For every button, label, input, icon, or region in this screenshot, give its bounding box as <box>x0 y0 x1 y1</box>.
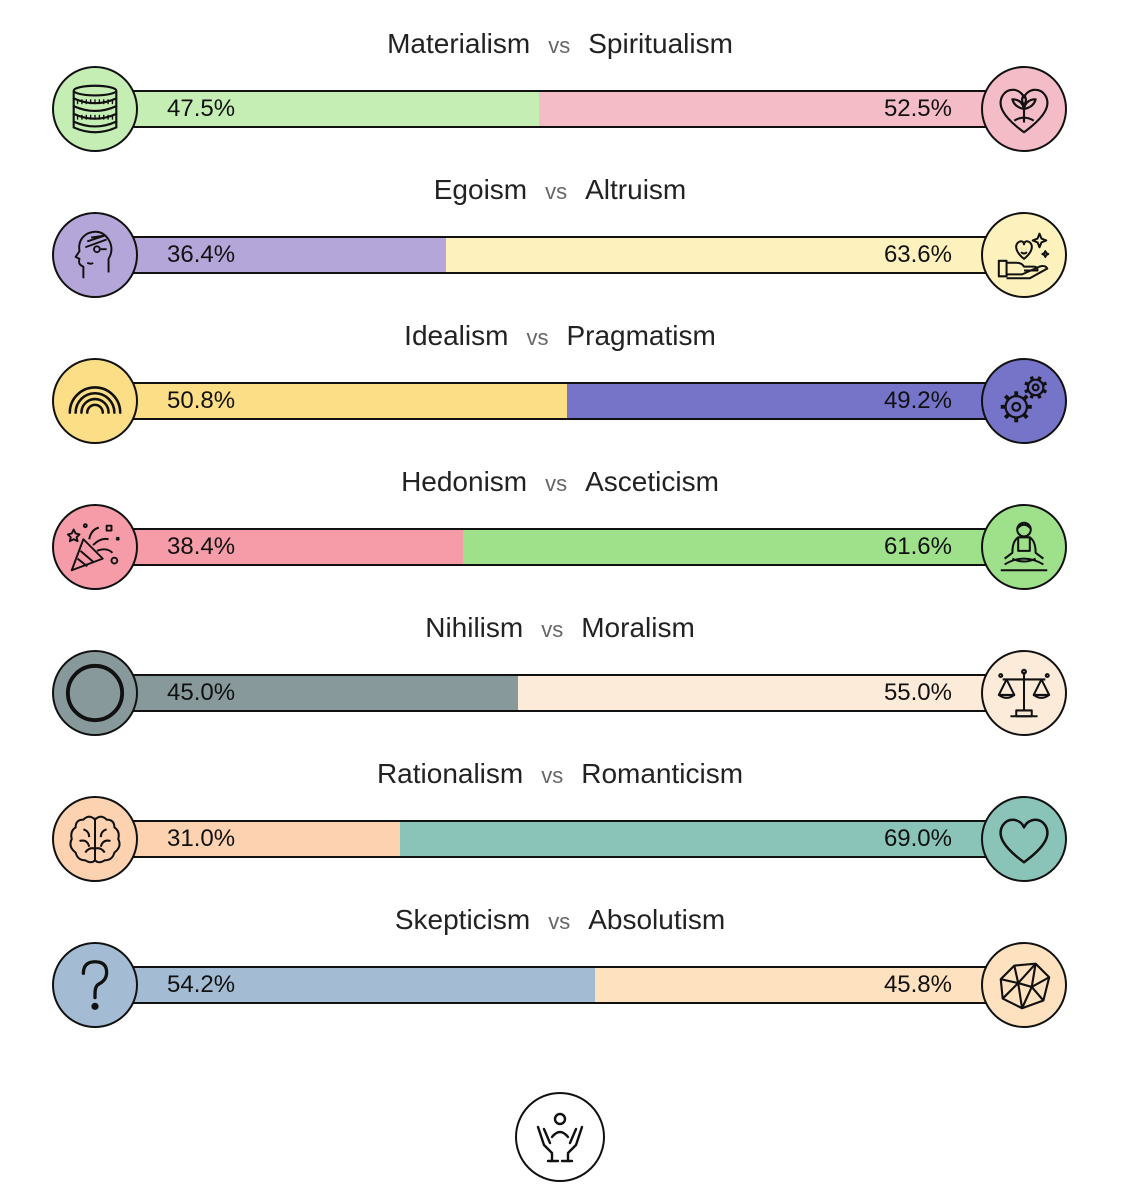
rainbow-icon <box>52 358 138 444</box>
left-percentage: 45.0% <box>167 679 236 706</box>
axis-title: Skepticism vs Absolutism <box>0 904 1120 936</box>
axis-row: Egoism vs Altruism 36.4% 63.6% <box>0 146 1143 298</box>
gears-icon <box>981 358 1067 444</box>
coins-icon <box>52 66 138 152</box>
axis-bar <box>96 382 1024 420</box>
right-percentage: 63.6% <box>883 241 952 268</box>
axis-bar <box>96 90 1024 128</box>
meditation-icon <box>981 504 1067 590</box>
left-percentage: 31.0% <box>167 825 236 852</box>
bar-left-fill <box>98 676 518 710</box>
bar-right-fill <box>400 822 1022 856</box>
right-percentage: 45.8% <box>883 971 952 998</box>
axis-left-label: Nihilism <box>425 612 524 643</box>
axis-left-label: Rationalism <box>376 758 524 789</box>
bar-right-fill <box>566 384 1022 418</box>
empty-circle-icon <box>52 650 138 736</box>
axis-right-label: Romanticism <box>581 758 744 789</box>
left-percentage: 36.4% <box>167 241 236 268</box>
axis-left-label: Materialism <box>387 28 531 59</box>
axis-right-label: Pragmatism <box>566 320 716 351</box>
axis-left-label: Skepticism <box>394 904 531 935</box>
vs-label: vs <box>548 33 571 58</box>
bar-left-fill <box>98 530 463 564</box>
right-percentage: 49.2% <box>883 387 952 414</box>
bar-left-fill <box>98 384 567 418</box>
axis-bar <box>96 528 1024 566</box>
axis-bar <box>96 820 1024 858</box>
axis-row: Materialism vs Spiritualism 47.5% 52.5% <box>0 0 1143 152</box>
bar-left-fill <box>98 822 401 856</box>
bar-right-fill <box>445 238 1022 272</box>
axis-bar <box>96 966 1024 1004</box>
party-popper-icon <box>52 504 138 590</box>
axis-row: Skepticism vs Absolutism 54.2% 45.8% <box>0 876 1143 1028</box>
axis-row: Idealism vs Pragmatism 50.8% 49.2% <box>0 292 1143 444</box>
head-profile-icon <box>52 212 138 298</box>
axis-left-label: Idealism <box>404 320 509 351</box>
crystal-icon <box>981 942 1067 1028</box>
vs-label: vs <box>545 471 568 496</box>
axis-title: Rationalism vs Romanticism <box>0 758 1120 790</box>
bar-right-fill <box>462 530 1022 564</box>
axis-row: Rationalism vs Romanticism 31.0% 69.0% <box>0 730 1143 882</box>
right-percentage: 69.0% <box>883 825 952 852</box>
axis-right-label: Spiritualism <box>588 28 733 59</box>
heart-plant-icon <box>981 66 1067 152</box>
axis-right-label: Absolutism <box>588 904 726 935</box>
axis-row: Nihilism vs Moralism 45.0% 55.0% <box>0 584 1143 736</box>
bar-left-fill <box>98 968 596 1002</box>
left-percentage: 50.8% <box>167 387 236 414</box>
bar-right-fill <box>595 968 1022 1002</box>
axis-left-label: Hedonism <box>401 466 528 497</box>
left-percentage: 47.5% <box>167 95 236 122</box>
right-percentage: 55.0% <box>883 679 952 706</box>
hands-person-icon <box>515 1092 605 1182</box>
bar-right-fill <box>539 92 1022 126</box>
axis-right-label: Moralism <box>581 612 695 643</box>
vs-label: vs <box>545 179 568 204</box>
question-mark-icon <box>52 942 138 1028</box>
bar-right-fill <box>518 676 1022 710</box>
right-percentage: 52.5% <box>883 95 952 122</box>
vs-label: vs <box>548 909 571 934</box>
bar-left-fill <box>98 238 446 272</box>
giving-heart-hand-icon <box>981 212 1067 298</box>
brain-icon <box>52 796 138 882</box>
right-percentage: 61.6% <box>883 533 952 560</box>
axis-title: Egoism vs Altruism <box>0 174 1120 206</box>
vs-label: vs <box>541 763 564 788</box>
axis-title: Materialism vs Spiritualism <box>0 28 1120 60</box>
vs-label: vs <box>526 325 549 350</box>
bar-left-fill <box>98 92 539 126</box>
axis-title: Hedonism vs Asceticism <box>0 466 1120 498</box>
heart-icon <box>981 796 1067 882</box>
vs-label: vs <box>541 617 564 642</box>
axis-title: Idealism vs Pragmatism <box>0 320 1120 352</box>
axis-title: Nihilism vs Moralism <box>0 612 1120 644</box>
axis-row: Hedonism vs Asceticism 38.4% 61.6% <box>0 438 1143 590</box>
axis-bar <box>96 236 1024 274</box>
axis-right-label: Altruism <box>585 174 687 205</box>
scales-icon <box>981 650 1067 736</box>
axis-right-label: Asceticism <box>585 466 719 497</box>
left-percentage: 38.4% <box>167 533 236 560</box>
axis-left-label: Egoism <box>433 174 528 205</box>
left-percentage: 54.2% <box>167 971 236 998</box>
